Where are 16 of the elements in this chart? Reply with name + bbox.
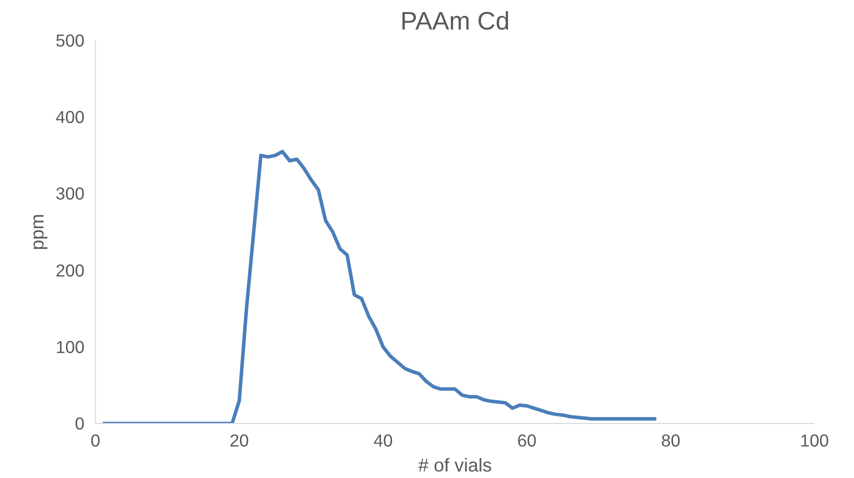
x-tick-label: 20 (230, 430, 249, 450)
y-axis-title: ppm (26, 214, 48, 250)
x-tick-label: 100 (800, 430, 829, 450)
line-series (100, 150, 658, 424)
x-tick-label: 60 (517, 430, 537, 450)
y-tick-label: 400 (56, 107, 85, 128)
chart-title: PAAm Cd (400, 8, 510, 36)
y-tick-label: 300 (56, 184, 85, 204)
y-tick-label: 0 (74, 414, 85, 434)
y-tick-label: 100 (56, 336, 85, 357)
y-tick-label: 500 (56, 30, 85, 50)
x-tick-label: 80 (661, 430, 680, 450)
x-tick-label: 0 (90, 430, 100, 450)
y-tick-label: 200 (56, 260, 85, 280)
x-tick-label: 40 (373, 430, 393, 450)
x-axis-title: # of vials (418, 454, 492, 476)
